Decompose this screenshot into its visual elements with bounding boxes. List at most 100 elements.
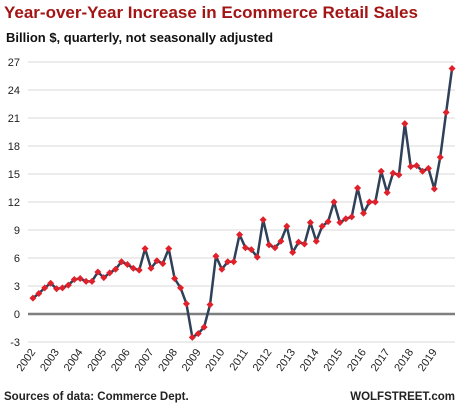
- source: Sources of data: Commerce Dept.: [4, 391, 189, 403]
- marker: [442, 108, 450, 116]
- y-tick-label: 9: [14, 225, 20, 237]
- y-tick-label: 3: [14, 281, 20, 293]
- marker: [194, 330, 202, 338]
- x-tick-label: 2012: [251, 347, 275, 374]
- marker: [241, 244, 249, 252]
- marker: [312, 237, 320, 245]
- marker: [171, 275, 179, 283]
- x-tick-label: 2008: [156, 347, 180, 374]
- marker: [413, 162, 421, 170]
- marker: [342, 215, 350, 223]
- marker: [165, 245, 173, 253]
- marker: [47, 279, 55, 287]
- marker: [324, 218, 332, 226]
- marker: [58, 284, 66, 292]
- chart-title: Year-over-Year Increase in Ecommerce Ret…: [4, 3, 418, 22]
- marker: [82, 277, 90, 285]
- marker: [29, 294, 37, 302]
- marker: [401, 120, 409, 128]
- y-tick-label: 12: [8, 197, 20, 209]
- marker: [289, 248, 297, 256]
- marker: [365, 198, 373, 206]
- marker: [230, 258, 238, 266]
- credit: WOLFSTREET.com: [350, 391, 455, 403]
- y-tick-label: 18: [8, 141, 20, 153]
- marker: [419, 167, 427, 175]
- x-tick-label: 2017: [369, 347, 393, 374]
- marker: [383, 189, 391, 197]
- marker: [177, 284, 185, 292]
- marker: [123, 261, 131, 269]
- x-tick-label: 2009: [180, 347, 204, 374]
- marker: [135, 266, 143, 274]
- marker: [212, 252, 220, 260]
- marker: [188, 333, 196, 341]
- marker: [377, 167, 385, 175]
- marker: [200, 323, 208, 331]
- marker: [283, 222, 291, 230]
- marker: [112, 265, 120, 273]
- marker: [100, 274, 108, 282]
- marker: [224, 258, 232, 266]
- marker: [300, 240, 308, 248]
- x-tick-label: 2004: [62, 347, 86, 374]
- marker: [76, 275, 84, 283]
- marker: [147, 264, 155, 272]
- marker: [159, 260, 167, 268]
- marker: [117, 258, 125, 266]
- marker: [182, 300, 190, 308]
- marker: [206, 301, 214, 309]
- marker: [64, 281, 72, 289]
- marker: [360, 209, 368, 217]
- marker: [436, 153, 444, 161]
- x-tick-label: 2010: [203, 347, 227, 374]
- x-tick-label: 2003: [38, 347, 62, 374]
- marker: [407, 163, 415, 171]
- marker: [271, 244, 279, 252]
- marker: [53, 285, 61, 293]
- y-tick-label: 0: [14, 309, 20, 321]
- marker: [295, 238, 303, 246]
- x-tick-label: 2007: [133, 347, 157, 374]
- marker: [70, 275, 78, 283]
- marker: [336, 219, 344, 227]
- x-tick-label: 2016: [345, 347, 369, 374]
- y-tick-label: 6: [14, 253, 20, 265]
- y-tick-label: -3: [10, 337, 20, 349]
- marker: [277, 237, 285, 245]
- marker: [218, 265, 226, 273]
- marker: [424, 164, 432, 172]
- marker: [153, 257, 161, 265]
- marker: [35, 289, 43, 297]
- marker: [348, 213, 356, 221]
- marker: [330, 198, 338, 206]
- line: [32, 68, 454, 339]
- marker: [430, 185, 438, 193]
- x-tick-label: 2014: [298, 347, 322, 374]
- y-tick-label: 21: [8, 113, 20, 125]
- marker: [306, 219, 314, 227]
- y-tick-label: 24: [8, 85, 20, 97]
- x-tick-label: 2018: [392, 347, 416, 374]
- x-tick-label: 2019: [416, 347, 440, 374]
- marker: [371, 198, 379, 206]
- x-tick-label: 2006: [109, 347, 133, 374]
- marker: [88, 277, 96, 285]
- marker: [395, 171, 403, 179]
- marker: [106, 269, 114, 277]
- marker: [129, 264, 137, 272]
- marker: [389, 169, 397, 177]
- marker: [253, 253, 261, 261]
- marker: [448, 65, 456, 73]
- x-tick-label: 2002: [15, 347, 39, 374]
- marker: [318, 222, 326, 230]
- x-tick-label: 2013: [274, 347, 298, 374]
- marker: [259, 216, 267, 224]
- y-tick-label: 15: [8, 169, 20, 181]
- marker: [141, 245, 149, 253]
- marker: [265, 241, 273, 249]
- marker: [41, 284, 49, 292]
- x-tick-label: 2005: [85, 347, 109, 374]
- marker: [247, 246, 255, 254]
